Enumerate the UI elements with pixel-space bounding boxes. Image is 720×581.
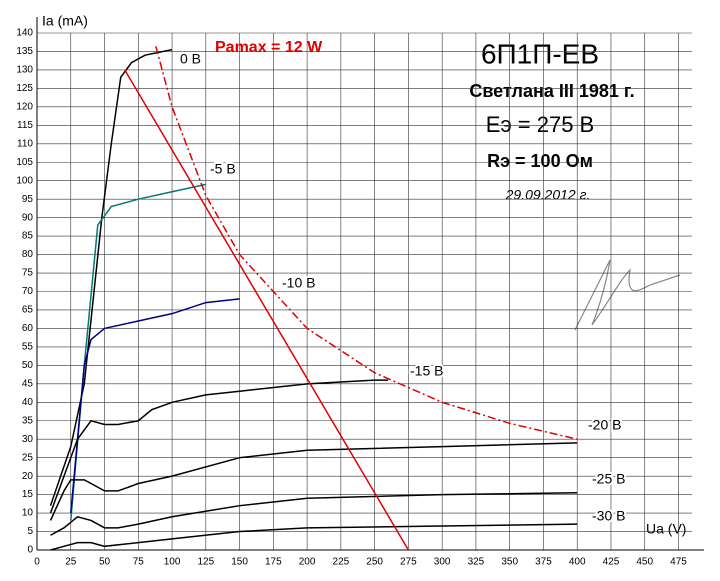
load-line	[124, 69, 410, 551]
curve-label: -5 В	[210, 161, 236, 177]
y-axis-label: Ia (mA)	[42, 13, 88, 29]
y-tick-label: 120	[16, 101, 33, 112]
curve-label: -25 В	[592, 471, 625, 487]
pmax-curve	[155, 46, 578, 440]
curve-label: 0 В	[180, 51, 201, 67]
x-tick-label: 150	[231, 557, 248, 568]
curve-label: -10 В	[282, 275, 315, 291]
x-tick-label: 125	[197, 557, 214, 568]
y-tick-label: 55	[22, 342, 34, 353]
pmax-label: Pamax = 12 W	[215, 39, 323, 56]
x-tick-label: 0	[34, 557, 40, 568]
resistance: Rэ = 100 Ом	[487, 151, 593, 171]
y-tick-label: 100	[16, 175, 33, 186]
curve	[50, 523, 578, 551]
maker: Светлана III 1981 г.	[469, 81, 634, 101]
y-tick-label: 125	[16, 83, 33, 94]
date: 29.09.2012 г.	[505, 187, 591, 203]
x-tick-label: 300	[434, 557, 451, 568]
x-tick-label: 200	[299, 557, 316, 568]
x-tick-label: 475	[670, 557, 687, 568]
curve	[49, 48, 173, 506]
supply-voltage: Eэ = 275 В	[486, 112, 594, 137]
y-tick-label: 15	[22, 489, 34, 500]
curve	[49, 379, 389, 514]
y-tick-label: 115	[17, 120, 33, 131]
y-tick-label: 140	[16, 28, 33, 39]
x-axis-label: Ua (V)	[646, 521, 686, 537]
y-tick-label: 45	[22, 378, 34, 389]
y-tick-label: 40	[22, 397, 34, 408]
x-tick-label: 225	[333, 557, 350, 568]
y-tick-label: 30	[22, 434, 34, 445]
x-tick-label: 25	[65, 557, 77, 568]
y-tick-label: 135	[16, 46, 33, 57]
y-tick-label: 10	[22, 508, 34, 519]
y-tick-label: 90	[22, 212, 34, 223]
x-tick-label: 175	[265, 557, 282, 568]
y-tick-label: 75	[22, 268, 34, 279]
x-tick-label: 350	[501, 557, 518, 568]
x-tick-label: 50	[99, 557, 111, 568]
tube-title: 6П1П-ЕВ	[481, 38, 599, 69]
y-tick-label: 85	[22, 231, 34, 242]
curve-label: -30 В	[592, 508, 625, 524]
y-tick-label: 110	[17, 138, 33, 149]
y-tick-label: 25	[22, 452, 34, 463]
x-tick-label: 100	[164, 557, 181, 568]
y-tick-label: 70	[22, 286, 34, 297]
y-tick-label: 35	[22, 415, 34, 426]
y-tick-label: 60	[22, 323, 34, 334]
x-tick-label: 425	[603, 557, 620, 568]
x-tick-label: 75	[133, 557, 145, 568]
y-tick-label: 0	[27, 545, 33, 556]
curve	[70, 298, 240, 514]
curve-label: -20 В	[588, 417, 621, 433]
y-tick-label: 80	[22, 249, 34, 260]
y-tick-label: 5	[27, 526, 33, 537]
signature	[574, 259, 681, 331]
y-tick-label: 95	[22, 194, 34, 205]
curve	[49, 442, 578, 521]
y-tick-label: 105	[16, 157, 33, 168]
y-tick-label: 50	[22, 360, 34, 371]
y-tick-label: 20	[22, 471, 34, 482]
x-tick-label: 325	[468, 557, 485, 568]
y-tick-label: 65	[22, 305, 34, 316]
x-tick-label: 275	[400, 557, 417, 568]
x-tick-label: 400	[569, 557, 586, 568]
curve-label: -15 В	[410, 363, 443, 379]
y-tick-label: 130	[16, 65, 33, 76]
curve	[50, 492, 578, 536]
x-tick-label: 250	[366, 557, 383, 568]
x-tick-label: 450	[636, 557, 653, 568]
x-tick-label: 375	[535, 557, 552, 568]
